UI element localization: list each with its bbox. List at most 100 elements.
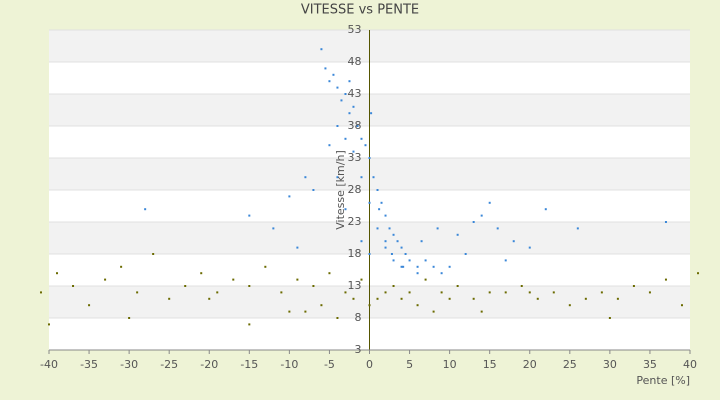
- point: [616, 297, 619, 300]
- point: [344, 291, 347, 294]
- point: [248, 323, 251, 326]
- point: [304, 310, 307, 313]
- point: [388, 227, 391, 230]
- x-tick-label: 10: [443, 358, 457, 371]
- x-tick-label: -20: [200, 358, 218, 371]
- point: [368, 253, 371, 255]
- y-tick-label: 33: [348, 151, 362, 164]
- point: [504, 259, 507, 262]
- y-tick-label: 23: [348, 215, 362, 228]
- y-tick-label: 38: [348, 119, 362, 132]
- point: [136, 291, 139, 294]
- point: [420, 240, 423, 243]
- x-tick-label: 20: [523, 358, 537, 371]
- point: [360, 278, 363, 281]
- x-axis-title: Pente [%]: [636, 374, 690, 387]
- point: [404, 253, 407, 255]
- point: [380, 201, 383, 204]
- point: [512, 240, 515, 243]
- point: [288, 195, 291, 198]
- point: [376, 189, 379, 191]
- point: [104, 278, 107, 281]
- point: [344, 93, 347, 95]
- point: [392, 233, 395, 236]
- point: [536, 297, 539, 300]
- point: [472, 221, 475, 223]
- x-tick-label: 35: [643, 358, 657, 371]
- point: [370, 112, 373, 115]
- point: [332, 73, 335, 76]
- x-tick-label: -15: [240, 358, 258, 371]
- x-tick-label: 15: [483, 358, 497, 371]
- x-tick-label: -35: [80, 358, 98, 371]
- point: [648, 291, 651, 294]
- point: [480, 214, 483, 217]
- point: [480, 310, 483, 313]
- point: [456, 233, 459, 236]
- x-tick-label: 5: [406, 358, 413, 371]
- point: [360, 137, 363, 140]
- y-tick-label: 13: [348, 279, 362, 292]
- point: [48, 323, 50, 326]
- point: [348, 112, 351, 115]
- point: [436, 227, 439, 230]
- point: [576, 227, 579, 230]
- point: [328, 144, 331, 147]
- point: [328, 80, 331, 83]
- point: [680, 304, 683, 307]
- y-tick-label: 53: [348, 23, 362, 36]
- point: [392, 259, 395, 262]
- point: [568, 304, 571, 307]
- point: [432, 265, 435, 268]
- x-tick-label: 30: [603, 358, 617, 371]
- point: [400, 265, 403, 268]
- point: [352, 297, 355, 300]
- point: [697, 272, 700, 275]
- point: [352, 150, 355, 153]
- point: [232, 278, 235, 281]
- point: [208, 297, 211, 300]
- x-tick-label: -5: [324, 358, 335, 371]
- x-tick-label: -25: [160, 358, 178, 371]
- y-tick-label: 28: [348, 183, 362, 196]
- point: [396, 240, 399, 243]
- point: [344, 208, 347, 211]
- point: [336, 86, 339, 89]
- point: [400, 297, 403, 300]
- point: [664, 221, 667, 223]
- point: [440, 272, 443, 275]
- chart-title: VITESSE vs PENTE: [301, 3, 419, 18]
- point: [440, 291, 443, 294]
- point: [368, 157, 371, 159]
- point: [120, 265, 123, 268]
- point: [400, 246, 403, 249]
- point: [390, 253, 393, 255]
- point: [184, 285, 187, 287]
- point: [368, 201, 371, 204]
- point: [144, 208, 147, 211]
- point: [376, 227, 379, 230]
- point: [272, 227, 275, 230]
- x-tick-label: 40: [683, 358, 697, 371]
- point: [336, 176, 339, 179]
- point: [384, 214, 387, 217]
- point: [408, 291, 411, 294]
- point: [312, 285, 315, 287]
- y-tick-label: 18: [348, 247, 362, 260]
- plot-area: -40 -35 -30 -25 -20 -15 -10 -5 0 5 10 15 20 25 30 35 40 3…: [39, 23, 700, 371]
- point: [39, 291, 42, 294]
- point: [320, 48, 323, 51]
- point: [632, 285, 635, 287]
- point: [372, 176, 375, 179]
- point: [552, 291, 555, 294]
- point: [340, 99, 343, 102]
- point: [168, 297, 171, 300]
- point: [416, 304, 419, 307]
- point: [584, 297, 587, 300]
- point: [464, 253, 467, 255]
- point: [608, 317, 611, 319]
- point: [376, 297, 379, 300]
- point: [520, 285, 523, 287]
